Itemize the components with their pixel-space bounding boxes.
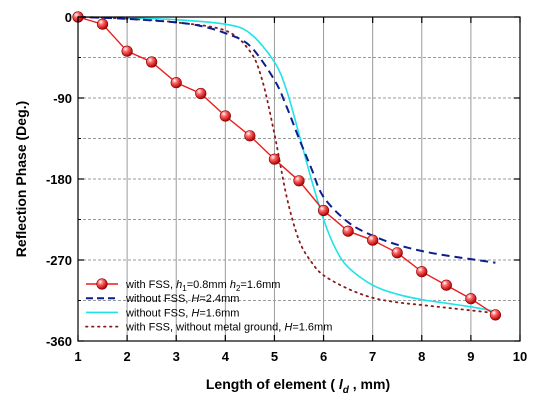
y-tick-label: -90 (53, 91, 72, 106)
y-tick-labels: 0 -90 -180 -270 -360 (46, 10, 72, 349)
series-point-fss (342, 225, 354, 237)
series-layer (72, 11, 502, 321)
y-tick-label: -180 (46, 172, 72, 187)
x-tick-label: 2 (123, 349, 130, 364)
x-tick-label: 10 (513, 349, 527, 364)
series-point-fss (440, 279, 452, 291)
y-tick-label: 0 (65, 10, 72, 25)
series-line-fss-no-ground (77, 16, 497, 314)
legend-label-fss: with FSS, h1=0.8mm h2=1.6mm (125, 279, 280, 293)
series-point-fss (170, 77, 182, 89)
series-point-fss (489, 309, 502, 321)
series-point-fss (244, 130, 256, 142)
y-axis-title: Reflection Phase (Deg.) (13, 101, 29, 257)
series-line-fss (77, 16, 496, 316)
x-axis-title-variable: l (339, 376, 344, 392)
legend-marker-fss (96, 278, 108, 290)
series-point-fss (391, 247, 403, 259)
x-tick-label: 6 (320, 349, 327, 364)
series-point-fss (268, 153, 281, 165)
series-point-fss (293, 175, 305, 187)
legend-label-no-fss-24: without FSS, H=2.4mm (125, 293, 239, 305)
y-tick-label: -270 (46, 253, 72, 268)
x-tick-label: 4 (222, 349, 230, 364)
y-tick-label: -360 (46, 334, 72, 349)
x-tick-label: 3 (173, 349, 180, 364)
plot-frame (77, 16, 521, 342)
series-point-fss (416, 266, 428, 278)
series-point-fss (367, 234, 379, 246)
x-tick-label: 8 (418, 349, 425, 364)
series-point-fss (146, 56, 158, 68)
x-tick-label: 1 (74, 349, 81, 364)
series-point-fss (465, 293, 477, 305)
x-tick-label: 7 (369, 349, 376, 364)
legend-label-no-fss-16: without FSS, H=1.6mm (125, 307, 239, 319)
x-tick-label: 9 (467, 349, 474, 364)
series-point-fss (121, 45, 133, 57)
x-axis-title-main: Length of element ( (206, 376, 339, 392)
x-axis-title-subscript: d (343, 385, 350, 394)
series-point-fss (195, 87, 207, 100)
series-line-no-fss-16 (77, 16, 496, 313)
series-point-fss (317, 204, 330, 217)
series-line-no-fss-24 (77, 16, 496, 264)
x-axis-title-end: , mm) (349, 376, 390, 392)
legend-label-fss-no-ground: with FSS, without metal ground, H=1.6mm (125, 322, 332, 334)
x-tick-labels: 1 2 3 4 5 6 7 8 9 10 (74, 349, 527, 364)
series-point-fss (96, 18, 109, 30)
x-tick-label: 5 (271, 349, 278, 364)
series-point-fss (219, 110, 231, 122)
x-axis-title: Length of element ( ld , mm) (206, 376, 390, 394)
